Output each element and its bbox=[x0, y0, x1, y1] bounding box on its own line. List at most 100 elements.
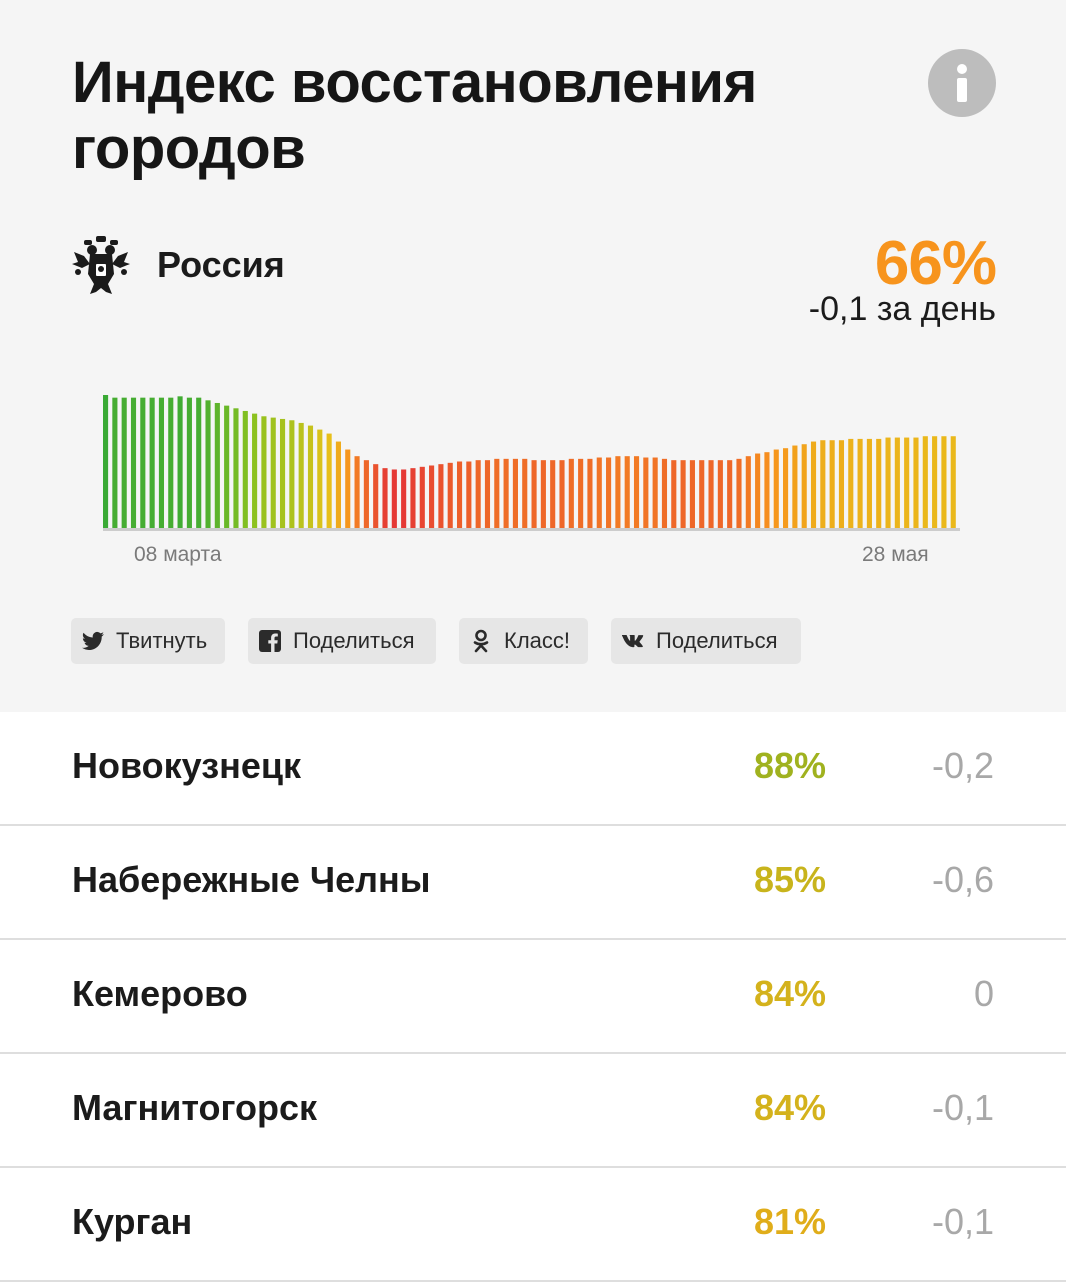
chart-bar bbox=[661, 458, 668, 528]
share-vk-button[interactable]: Поделиться bbox=[611, 618, 801, 664]
info-button[interactable] bbox=[928, 49, 996, 117]
chart-bar bbox=[205, 400, 211, 528]
chart-bar bbox=[354, 456, 360, 528]
chart-bar bbox=[103, 395, 109, 528]
chart-bar bbox=[568, 458, 574, 528]
twitter-icon bbox=[82, 631, 104, 650]
chart-bar bbox=[848, 438, 854, 528]
chart-bar bbox=[391, 469, 397, 528]
share-ok-label: Класс! bbox=[504, 628, 570, 653]
city-index-value: 85% bbox=[753, 859, 826, 900]
chart-bar bbox=[252, 413, 258, 528]
chart-bar bbox=[224, 405, 230, 528]
city-daily-change: -0,1 bbox=[931, 1201, 994, 1242]
chart-bar bbox=[717, 460, 723, 528]
share-vk-label: Поделиться bbox=[656, 628, 778, 653]
chart-bar bbox=[857, 438, 863, 528]
chart-bar bbox=[932, 436, 938, 528]
chart-bar bbox=[624, 456, 630, 528]
chart-bar bbox=[158, 397, 165, 528]
chart-bar bbox=[904, 437, 910, 528]
share-facebook-button[interactable]: Поделиться bbox=[248, 618, 436, 664]
chart-bar bbox=[596, 457, 602, 528]
city-row[interactable]: Магнитогорск 84% -0,1 bbox=[0, 1054, 1066, 1168]
chart-bar bbox=[233, 408, 239, 528]
chart-bar bbox=[177, 396, 183, 528]
country-daily-change: -0,1 за день bbox=[808, 290, 996, 328]
chart-bar bbox=[279, 418, 286, 528]
city-index-value: 88% bbox=[753, 745, 826, 786]
chart-bar bbox=[866, 438, 872, 528]
chart-bar bbox=[801, 444, 807, 528]
chart-bar bbox=[522, 458, 528, 528]
chart-bar bbox=[615, 456, 621, 528]
chart-bar bbox=[484, 460, 491, 528]
chart-bar bbox=[261, 416, 267, 528]
facebook-icon bbox=[259, 630, 281, 652]
chart-bar bbox=[345, 449, 351, 528]
chart-bar bbox=[736, 458, 742, 528]
x-axis-start-label: 08 марта bbox=[134, 543, 222, 566]
chart-bar bbox=[894, 437, 900, 528]
city-index-value: 84% bbox=[753, 1087, 826, 1128]
city-index-value: 81% bbox=[753, 1201, 826, 1242]
chart-bar bbox=[438, 464, 444, 528]
chart-bar bbox=[913, 437, 919, 528]
x-axis-end-label: 28 мая bbox=[862, 543, 929, 566]
chart-bar bbox=[317, 429, 323, 528]
chart-bar bbox=[419, 466, 425, 528]
chart-bar bbox=[559, 460, 565, 528]
city-name: Набережные Челны bbox=[72, 859, 431, 900]
chart-bar bbox=[587, 458, 593, 528]
chart-bar bbox=[307, 425, 314, 528]
chart-bar bbox=[196, 397, 202, 528]
city-name: Магнитогорск bbox=[72, 1087, 318, 1128]
chart-bar bbox=[186, 397, 192, 528]
chart-bar bbox=[456, 461, 463, 528]
chart-bar bbox=[671, 460, 677, 528]
chart-bar bbox=[606, 457, 612, 528]
city-row[interactable]: Кемерово 84% 0 bbox=[0, 940, 1066, 1054]
chart-bar bbox=[922, 436, 928, 528]
chart-bar bbox=[941, 436, 947, 528]
vk-icon bbox=[621, 635, 644, 648]
chart-bar bbox=[298, 422, 304, 528]
city-row[interactable]: Набережные Челны 85% -0,6 bbox=[0, 826, 1066, 940]
odnoklassniki-icon bbox=[473, 629, 489, 653]
chart-bar bbox=[745, 456, 751, 528]
chart-bar bbox=[512, 458, 518, 528]
info-icon bbox=[957, 64, 967, 102]
chart-bar bbox=[447, 462, 453, 528]
city-index-value: 84% bbox=[753, 973, 826, 1014]
chart-bar bbox=[270, 417, 276, 528]
chart-bar bbox=[382, 468, 388, 528]
country-name: Россия bbox=[157, 244, 285, 285]
chart-bar bbox=[680, 460, 686, 528]
chart-bar bbox=[540, 460, 546, 528]
recovery-index-card: Индекс восстановления городов Россия 66%… bbox=[71, 49, 998, 664]
chart-bar bbox=[838, 440, 845, 528]
chart-bar bbox=[764, 452, 770, 528]
chart-bar bbox=[950, 436, 956, 528]
city-row[interactable]: Курган 81% -0,1 bbox=[0, 1168, 1066, 1282]
chart-bar bbox=[829, 440, 835, 528]
city-daily-change: -0,2 bbox=[931, 745, 994, 786]
recovery-bar-chart bbox=[103, 395, 960, 531]
city-row[interactable]: Новокузнецк 88% -0,2 bbox=[0, 712, 1066, 826]
share-ok-button[interactable]: Класс! bbox=[459, 618, 588, 664]
city-list: Новокузнецк 88% -0,2 Набережные Челны 85% -0,… bbox=[0, 712, 1066, 1282]
chart-bar bbox=[652, 457, 658, 528]
city-daily-change: 0 bbox=[973, 973, 994, 1014]
chart-baseline bbox=[103, 528, 960, 531]
chart-bar bbox=[149, 397, 155, 528]
chart-bar bbox=[140, 397, 146, 528]
chart-bar bbox=[876, 438, 882, 528]
chart-bar bbox=[792, 445, 798, 528]
share-twitter-button[interactable]: Твитнуть bbox=[71, 618, 225, 664]
chart-bar bbox=[363, 460, 369, 528]
city-name: Курган bbox=[72, 1201, 193, 1242]
city-name: Кемерово bbox=[72, 973, 248, 1014]
city-name: Новокузнецк bbox=[72, 745, 302, 786]
chart-bar bbox=[773, 449, 779, 528]
chart-bar bbox=[633, 456, 640, 528]
